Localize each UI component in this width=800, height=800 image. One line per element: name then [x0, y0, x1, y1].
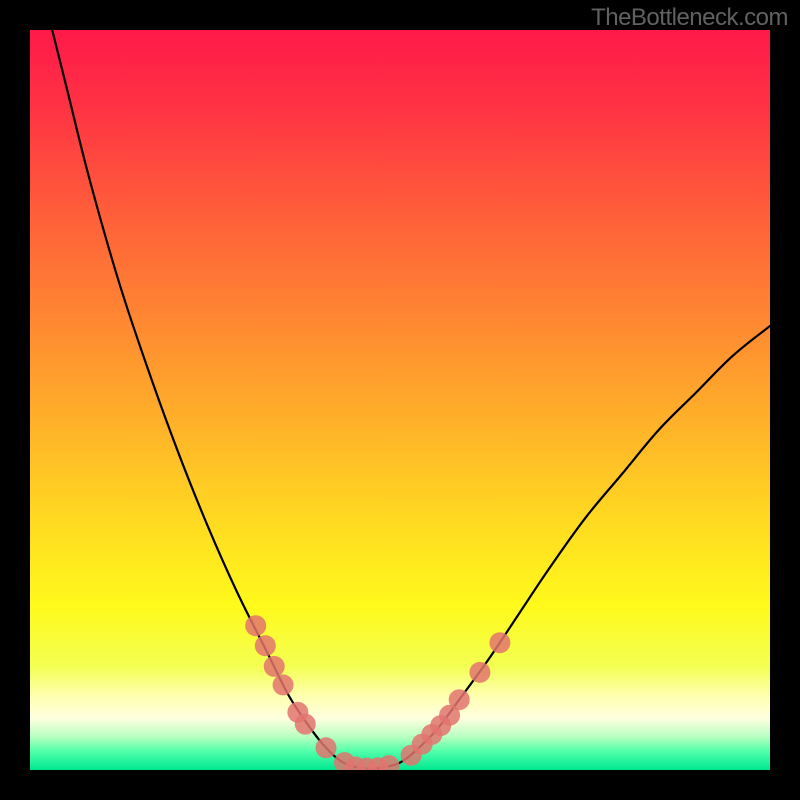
chart-svg	[0, 0, 800, 800]
bottleneck-chart: TheBottleneck.com	[0, 0, 800, 800]
watermark-text: TheBottleneck.com	[591, 4, 788, 32]
